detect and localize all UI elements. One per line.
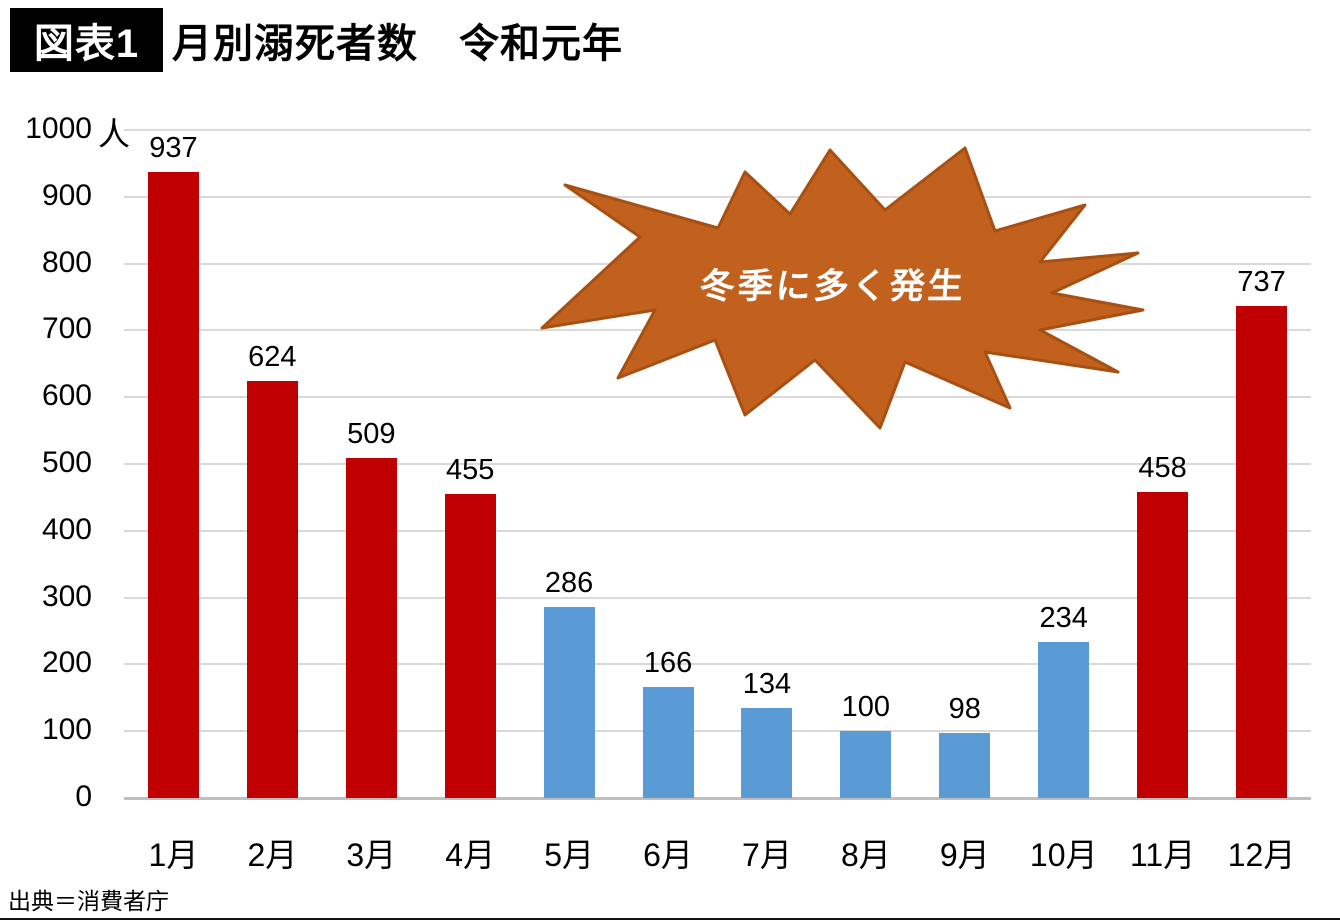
bar-value-label-11月: 458: [1138, 452, 1187, 485]
bar-value-label-8月: 100: [841, 691, 891, 724]
gridline-1000: [124, 129, 1311, 131]
bar-10月: [1038, 641, 1090, 798]
y-tick-label-100: 100: [41, 713, 92, 747]
bar-value-label-5月: 286: [544, 566, 594, 599]
gridline-100: [124, 730, 1311, 733]
gridline-400: [124, 529, 1311, 532]
bar-value-label-12月: 737: [1237, 265, 1286, 298]
starburst-label: 冬季に多く発生: [698, 267, 968, 306]
bar-value-label-3月: 509: [347, 417, 396, 450]
y-tick-label-800: 800: [41, 245, 92, 279]
bar-3月: [345, 457, 397, 798]
x-tick-label-11月: 11月: [1129, 837, 1196, 873]
x-axis-line: [124, 797, 1311, 800]
bar-value-label-1月: 937: [149, 132, 198, 165]
bar-4月: [444, 494, 496, 798]
bar-9月: [939, 732, 991, 798]
x-tick-label-8月: 8月: [840, 837, 891, 873]
gridline-200: [124, 663, 1311, 666]
y-tick-label-500: 500: [41, 446, 92, 479]
x-tick-label-12月: 12月: [1227, 837, 1296, 873]
gridline-300: [124, 596, 1311, 599]
x-tick-label-6月: 6月: [643, 837, 693, 873]
x-tick-label-9月: 9月: [939, 837, 990, 873]
bar-value-label-7月: 134: [742, 668, 792, 701]
bar-value-label-10月: 234: [1039, 601, 1088, 634]
bar-5月: [543, 606, 595, 798]
gridline-500: [124, 463, 1311, 465]
x-tick-label-7月: 7月: [742, 837, 792, 873]
bar-11月: [1137, 492, 1189, 798]
figure-tag-box: 図表1: [10, 8, 163, 72]
y-tick-label-1000: 1000 人: [0, 112, 130, 152]
y-tick-label-600: 600: [41, 379, 92, 413]
bar-7月: [741, 708, 793, 798]
bottom-rule: [0, 918, 1340, 920]
bar-2月: [246, 381, 298, 798]
y-tick-label-700: 700: [41, 312, 92, 346]
bar-value-label-9月: 98: [948, 692, 981, 725]
x-tick-label-3月: 3月: [346, 837, 397, 873]
x-tick-label-10月: 10月: [1029, 837, 1098, 873]
x-tick-label-1月: 1月: [148, 837, 199, 873]
x-tick-label-2月: 2月: [247, 837, 298, 873]
figure-title: 月別溺死者数 令和元年: [172, 22, 623, 66]
source-note: 出典＝消費者庁: [8, 888, 169, 914]
bar-value-label-6月: 166: [643, 647, 693, 680]
bar-8月: [840, 731, 892, 798]
bar-value-label-4月: 455: [446, 454, 495, 487]
bar-6月: [642, 687, 694, 798]
y-tick-label-0: 0: [75, 780, 92, 813]
x-tick-label-5月: 5月: [544, 837, 595, 873]
x-tick-label-4月: 4月: [445, 837, 496, 873]
gridline-700: [124, 329, 1311, 332]
y-tick-label-900: 900: [41, 178, 92, 212]
bar-12月: [1236, 305, 1288, 798]
gridline-900: [124, 195, 1311, 198]
y-tick-label-400: 400: [41, 512, 92, 546]
bar-value-label-2月: 624: [248, 341, 297, 374]
y-tick-label-300: 300: [41, 579, 92, 613]
figure-tag-label: 図表1: [33, 22, 140, 66]
bar-1月: [147, 172, 199, 798]
gridline-600: [124, 396, 1311, 399]
y-tick-label-200: 200: [41, 646, 92, 680]
y-axis-unit: 人: [98, 116, 131, 152]
